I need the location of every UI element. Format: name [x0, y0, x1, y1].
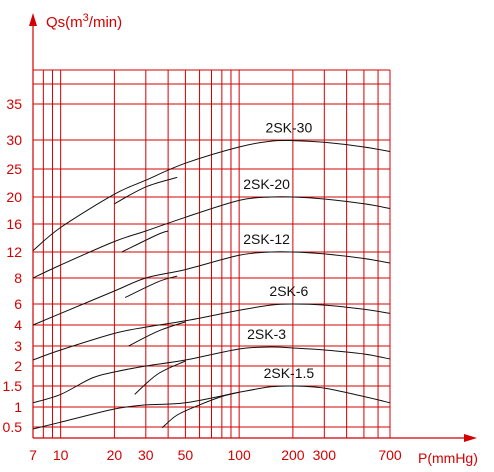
series-short-line	[161, 391, 240, 429]
series-line	[32, 251, 391, 326]
x-tick-label: 20	[107, 447, 123, 463]
y-tick-label: 4	[14, 317, 22, 333]
series-label: 2SK-3	[247, 326, 286, 342]
y-tick-label: 8	[14, 270, 22, 286]
series-label: 2SK-20	[243, 176, 290, 192]
series-line	[32, 196, 391, 279]
series-label: 2SK-12	[243, 231, 290, 247]
series-short-line	[124, 275, 178, 298]
series-2sk-30: 2SK-30	[32, 120, 391, 251]
series-short-line	[134, 360, 186, 395]
y-axis-label-exponent: 3	[83, 12, 89, 24]
y-tick-label: 16	[6, 216, 22, 232]
y-tick-labels: 0.5 1 1.5 2 3 4 6 8 12 16 20 25 30 35	[3, 96, 23, 435]
series-short-line	[121, 230, 169, 253]
x-tick-label: 50	[178, 447, 194, 463]
y-tick-label: 6	[14, 296, 22, 312]
x-axis-arrow	[464, 434, 477, 442]
x-tick-label: 100	[227, 447, 251, 463]
series-label: 2SK-6	[269, 283, 308, 299]
y-axis-arrow	[29, 13, 37, 26]
y-tick-label: 20	[6, 189, 22, 205]
series-2sk-12: 2SK-12	[32, 231, 391, 326]
y-tick-label: 12	[6, 244, 22, 260]
series-line	[32, 139, 391, 251]
y-tick-label: 0.5	[3, 419, 23, 435]
y-tick-label: 35	[6, 96, 22, 112]
series-2sk-20: 2SK-20	[32, 176, 391, 279]
x-tick-label: 7	[29, 447, 37, 463]
series-label: 2SK-30	[266, 120, 313, 136]
axes	[29, 13, 477, 442]
x-tick-labels: 7 10 20 30 50 100 200 300 700	[29, 447, 402, 463]
grid	[32, 69, 391, 438]
series-short-line	[114, 176, 178, 205]
y-tick-label: 30	[6, 132, 22, 148]
x-tick-label: 700	[378, 447, 402, 463]
series-2sk-1.5: 2SK-1.5	[32, 365, 391, 430]
y-tick-label: 3	[14, 338, 22, 354]
y-axis-label-suffix: /min)	[89, 14, 122, 31]
x-axis-label: P(mmHg)	[418, 450, 478, 466]
series-label: 2SK-1.5	[264, 365, 315, 381]
series-short-line	[128, 321, 186, 347]
y-tick-label: 2	[14, 358, 22, 374]
series-curves: 2SK-1.5 2SK-3 2SK-6 2SK-12 2SK-20 2SK-30	[32, 120, 391, 430]
series-line	[32, 303, 391, 361]
series-2sk-6: 2SK-6	[32, 283, 391, 361]
x-tick-label: 300	[313, 447, 337, 463]
x-tick-label: 10	[53, 447, 69, 463]
x-tick-label: 30	[138, 447, 154, 463]
y-axis-label-prefix: Qs(m	[46, 14, 83, 31]
x-tick-label: 200	[281, 447, 305, 463]
y-tick-label: 1.5	[3, 378, 23, 394]
series-2sk-3: 2SK-3	[32, 326, 391, 404]
series-line	[32, 346, 391, 404]
y-tick-label: 1	[14, 399, 22, 415]
y-axis-label: Qs(m3/min)	[46, 12, 122, 31]
y-tick-label: 25	[6, 161, 22, 177]
